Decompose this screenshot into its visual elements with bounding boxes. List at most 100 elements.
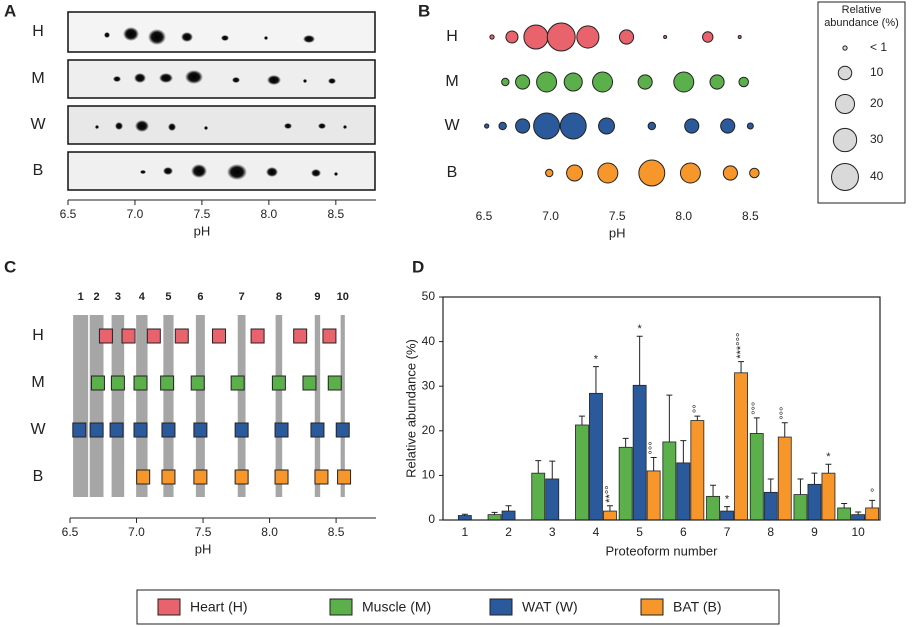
significance: ***°°°	[735, 333, 747, 359]
bubble	[684, 118, 700, 134]
proteoform-column	[111, 315, 125, 497]
row-label: M	[31, 70, 44, 87]
bar	[487, 514, 502, 521]
significance: *	[826, 451, 831, 463]
bar	[646, 470, 661, 521]
bubble	[563, 72, 583, 92]
bubble	[722, 165, 738, 181]
error-bar	[738, 361, 745, 373]
panel-letter: D	[412, 257, 424, 276]
bubble	[737, 34, 742, 40]
x-tick-label: 7.5	[195, 525, 212, 539]
proteoform-marker	[90, 375, 105, 391]
error-bar	[797, 478, 804, 495]
bubble	[702, 31, 714, 43]
error-bar	[505, 505, 512, 512]
proteoform-column	[136, 315, 148, 497]
error-bar	[549, 460, 556, 479]
legend-swatch	[640, 598, 664, 616]
proteoform-marker	[322, 328, 337, 344]
x-tick-label: 7.0	[127, 207, 144, 221]
x-tick-label: 8.5	[742, 209, 759, 223]
bar	[720, 510, 734, 521]
y-tick-label: 30	[422, 378, 436, 392]
legend-label: BAT (B)	[673, 599, 722, 615]
x-tick-label: 8.0	[261, 207, 278, 221]
error-bar	[578, 415, 585, 426]
x-tick-label: 6.5	[476, 209, 493, 223]
significance: °°	[691, 404, 703, 413]
error-bar	[650, 457, 657, 471]
bar	[531, 472, 546, 521]
bubble	[592, 71, 614, 93]
x-tick-label: 8.0	[261, 525, 278, 539]
error-bar	[491, 511, 498, 515]
size-legend-label: 20	[870, 96, 884, 110]
blot-lane	[67, 151, 376, 191]
x-tick-label: 8	[767, 525, 774, 539]
significance: *	[638, 323, 643, 335]
legend-box	[136, 589, 780, 625]
legend-label: Muscle (M)	[362, 599, 431, 615]
x-tick-label: 6	[680, 525, 687, 539]
bar	[501, 510, 516, 521]
x-tick-label: 1	[462, 525, 469, 539]
bubble	[546, 22, 576, 52]
proteoform-marker	[98, 328, 113, 344]
column-label: 8	[276, 291, 282, 303]
bar	[777, 436, 792, 521]
error-bar	[724, 506, 731, 512]
error-bar	[680, 440, 687, 463]
bar	[603, 510, 617, 521]
bar	[734, 372, 748, 521]
bubble	[673, 71, 695, 93]
proteoform-column	[195, 315, 205, 497]
x-tick-label: 6.5	[60, 207, 77, 221]
proteoform-marker	[161, 422, 176, 438]
bubble	[738, 76, 749, 88]
proteoform-marker	[193, 469, 208, 485]
row-label: B	[33, 162, 44, 179]
proteoform-column	[237, 315, 246, 497]
x-tick-label: 7.0	[542, 209, 559, 223]
column-label: 10	[337, 291, 349, 303]
y-tick-label: 40	[422, 334, 436, 348]
proteoform-marker	[121, 328, 136, 344]
proteoform-column	[163, 315, 174, 497]
bubble	[637, 74, 653, 90]
proteoform-marker	[133, 422, 148, 438]
bubble	[647, 121, 656, 131]
x-tick-label: 3	[549, 525, 556, 539]
proteoform-column	[73, 315, 89, 497]
column-label: 3	[115, 291, 121, 303]
size-legend-title-box: Relative abundance (%)	[824, 4, 899, 29]
significance: *	[594, 353, 599, 365]
bar	[865, 507, 880, 521]
error-bar	[622, 437, 629, 448]
panel-letter: B	[418, 1, 430, 20]
error-bar	[592, 366, 599, 394]
bar	[793, 494, 808, 521]
row-label: B	[447, 164, 458, 181]
bubble	[566, 164, 584, 182]
proteoform-marker	[293, 328, 308, 344]
bubble	[598, 117, 615, 135]
row-label: W	[444, 117, 460, 134]
proteoform-marker	[271, 375, 286, 391]
error-bar	[767, 478, 774, 493]
x-axis-label: Proteoform number	[606, 543, 719, 558]
significance: *	[725, 494, 730, 506]
error-bar	[606, 505, 613, 512]
proteoform-marker	[212, 328, 227, 344]
proteoform-marker	[274, 469, 289, 485]
proteoform-marker	[302, 375, 317, 391]
proteoform-marker	[337, 469, 352, 485]
error-bar	[825, 463, 832, 474]
column-label: 4	[139, 291, 146, 303]
legend-label: Heart (H)	[190, 599, 248, 615]
bar	[589, 392, 603, 521]
bubble	[638, 159, 666, 187]
error-bar	[535, 460, 542, 474]
proteoform-marker	[230, 375, 245, 391]
bubble	[663, 34, 668, 40]
